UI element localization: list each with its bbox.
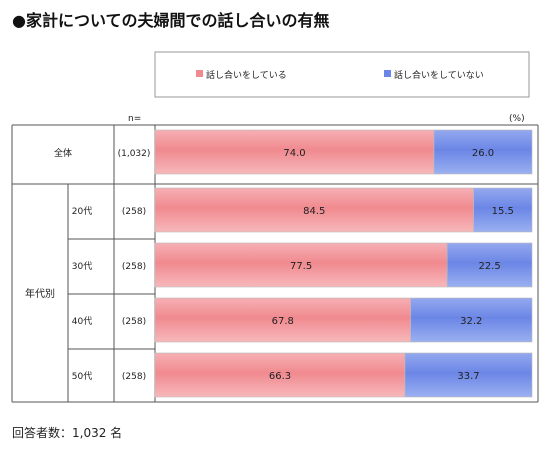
unit-label: (%)	[509, 114, 525, 124]
category-label-20s: 20代	[72, 206, 92, 217]
bar-segment-20s-talks	[154, 187, 474, 233]
chart-title: ●家計についての夫婦間での話し合いの有無	[12, 11, 329, 30]
legend: 話し合いをしている 話し合いをしていない	[154, 51, 530, 98]
bar-segment-overall-talks	[154, 129, 435, 175]
bar-row-20s: 20代 (258) 84.5 15.5	[72, 187, 533, 233]
n-value-20s: (258)	[122, 207, 146, 217]
legend-frame	[154, 51, 530, 98]
n-value-40s: (258)	[122, 317, 146, 327]
respondent-count: 回答者数：1,032 名	[12, 425, 122, 440]
legend-swatch-talks	[196, 70, 203, 77]
bar-segment-30s-talks	[154, 242, 448, 288]
data-label-overall-no-talks: 26.0	[472, 148, 494, 159]
data-label-overall-talks: 74.0	[283, 148, 305, 159]
bar-row-50s: 50代 (258) 66.3 33.7	[72, 352, 533, 398]
data-label-20s-no-talks: 15.5	[492, 206, 514, 217]
n-value-30s: (258)	[122, 262, 146, 272]
data-label-30s-no-talks: 22.5	[478, 261, 500, 272]
legend-label-no-talks: 話し合いをしていない	[394, 69, 484, 81]
legend-swatch-no-talks	[384, 70, 391, 77]
data-label-50s-no-talks: 33.7	[457, 371, 479, 382]
data-label-40s-talks: 67.8	[272, 316, 294, 327]
category-label-50s: 50代	[72, 371, 92, 382]
data-label-50s-talks: 66.3	[269, 371, 291, 382]
bar-segment-50s-talks	[154, 352, 406, 398]
bar-segment-20s-no-talks	[473, 187, 533, 233]
rows-layer: 全体 (1,032) 74.0 26.0 20代 (258) 84.5 15.5 30代 (258…	[54, 129, 533, 398]
group-label-age: 年代別	[25, 287, 55, 300]
bar-row-40s: 40代 (258) 67.8 32.2	[72, 297, 533, 343]
bar-segment-overall-no-talks	[433, 129, 533, 175]
bar-segment-40s-no-talks	[410, 297, 533, 343]
data-label-40s-no-talks: 32.2	[460, 316, 482, 327]
data-label-20s-talks: 84.5	[303, 206, 325, 217]
data-label-30s-talks: 77.5	[290, 261, 312, 272]
legend-label-talks: 話し合いをしている	[206, 69, 287, 81]
bar-segment-50s-no-talks	[404, 352, 533, 398]
category-label-overall: 全体	[54, 147, 72, 159]
bar-row-30s: 30代 (258) 77.5 22.5	[72, 242, 533, 288]
category-label-30s: 30代	[72, 261, 92, 272]
n-value-50s: (258)	[122, 372, 146, 382]
n-header: n=	[128, 114, 141, 124]
n-value-overall: (1,032)	[118, 149, 151, 159]
bar-row-overall: 全体 (1,032) 74.0 26.0	[54, 129, 533, 175]
bar-segment-30s-no-talks	[446, 242, 533, 288]
category-label-40s: 40代	[72, 316, 92, 327]
